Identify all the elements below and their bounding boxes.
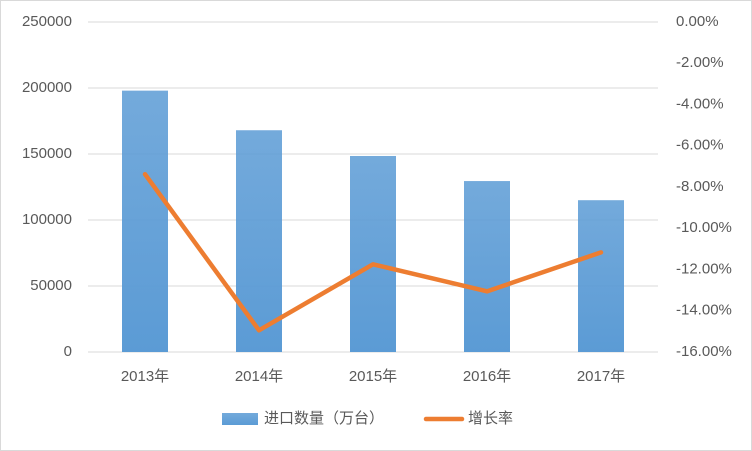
line bbox=[142, 171, 604, 333]
x-tick-label: 2015年 bbox=[349, 368, 397, 385]
y-tick-label: 0 bbox=[64, 343, 72, 360]
y-tick-label: 50000 bbox=[30, 277, 72, 294]
y2-tick-label: -8.00% bbox=[676, 178, 724, 195]
bar bbox=[578, 200, 624, 352]
legend-label: 增长率 bbox=[468, 410, 513, 427]
y-tick-label: 100000 bbox=[22, 211, 72, 228]
bar bbox=[236, 130, 282, 352]
y-tick-label: 200000 bbox=[22, 79, 72, 96]
x-tick-label: 2013年 bbox=[121, 368, 169, 385]
y2-tick-label: -4.00% bbox=[676, 95, 724, 112]
y-tick-label: 150000 bbox=[22, 145, 72, 162]
y-tick-label: 250000 bbox=[22, 13, 72, 30]
y2-tick-label: -10.00% bbox=[676, 219, 732, 236]
bar bbox=[350, 155, 396, 352]
y2-tick-label: 0.00% bbox=[676, 13, 719, 30]
bar bbox=[464, 181, 510, 352]
y2-tick-label: -6.00% bbox=[676, 137, 724, 154]
y2-tick-label: -16.00% bbox=[676, 343, 732, 360]
x-tick-label: 2016年 bbox=[463, 368, 511, 385]
bar bbox=[122, 90, 168, 352]
y2-tick-label: -2.00% bbox=[676, 54, 724, 71]
x-tick-label: 2014年 bbox=[235, 368, 283, 385]
legend-label: 进口数量（万台） bbox=[264, 410, 384, 427]
y2-tick-label: -12.00% bbox=[676, 260, 732, 277]
y2-tick-label: -14.00% bbox=[676, 302, 732, 319]
x-tick-label: 2017年 bbox=[577, 368, 625, 385]
legend-swatch bbox=[222, 413, 258, 425]
